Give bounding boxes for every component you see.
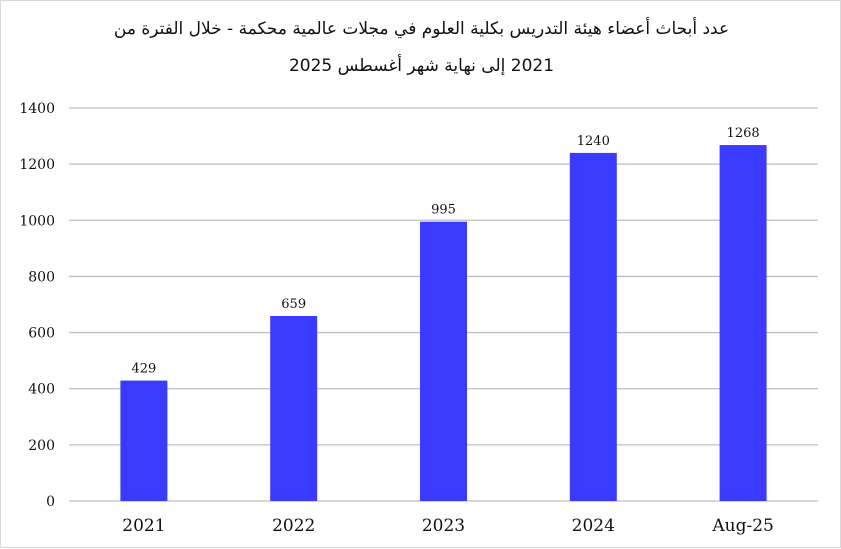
- y-tick-label: 0: [46, 494, 55, 510]
- y-tick-label: 1400: [19, 101, 55, 117]
- data-label: 1268: [727, 126, 760, 141]
- data-label: 659: [281, 297, 306, 312]
- x-tick-label: 2023: [422, 516, 465, 536]
- y-tick-label: 400: [28, 382, 55, 398]
- x-tick-label: 2024: [572, 516, 615, 536]
- chart-title-line-2: 2021 إلى نهاية شهر أغسطس 2025: [288, 56, 555, 76]
- bar: [420, 221, 467, 502]
- data-label: 429: [131, 362, 156, 377]
- bar: [120, 380, 168, 501]
- y-tick-label: 200: [28, 438, 55, 454]
- bar: [719, 145, 767, 501]
- chart-title: عدد أبحاث أعضاء هيئة التدريس بكلية العلو…: [1, 11, 841, 85]
- bar: [270, 316, 318, 501]
- x-tick-label: 2021: [122, 516, 165, 536]
- chart-title-line-1: عدد أبحاث أعضاء هيئة التدريس بكلية العلو…: [113, 19, 730, 39]
- data-label: 1240: [577, 134, 610, 149]
- y-tick-label: 600: [28, 326, 55, 342]
- y-tick-label: 1000: [19, 213, 55, 229]
- x-tick-label: Aug-25: [711, 516, 773, 536]
- x-tick-label: 2022: [272, 516, 315, 536]
- y-tick-label: 800: [28, 269, 55, 285]
- data-label: 995: [431, 203, 456, 218]
- y-tick-label: 1200: [19, 157, 55, 173]
- bar: [569, 152, 617, 501]
